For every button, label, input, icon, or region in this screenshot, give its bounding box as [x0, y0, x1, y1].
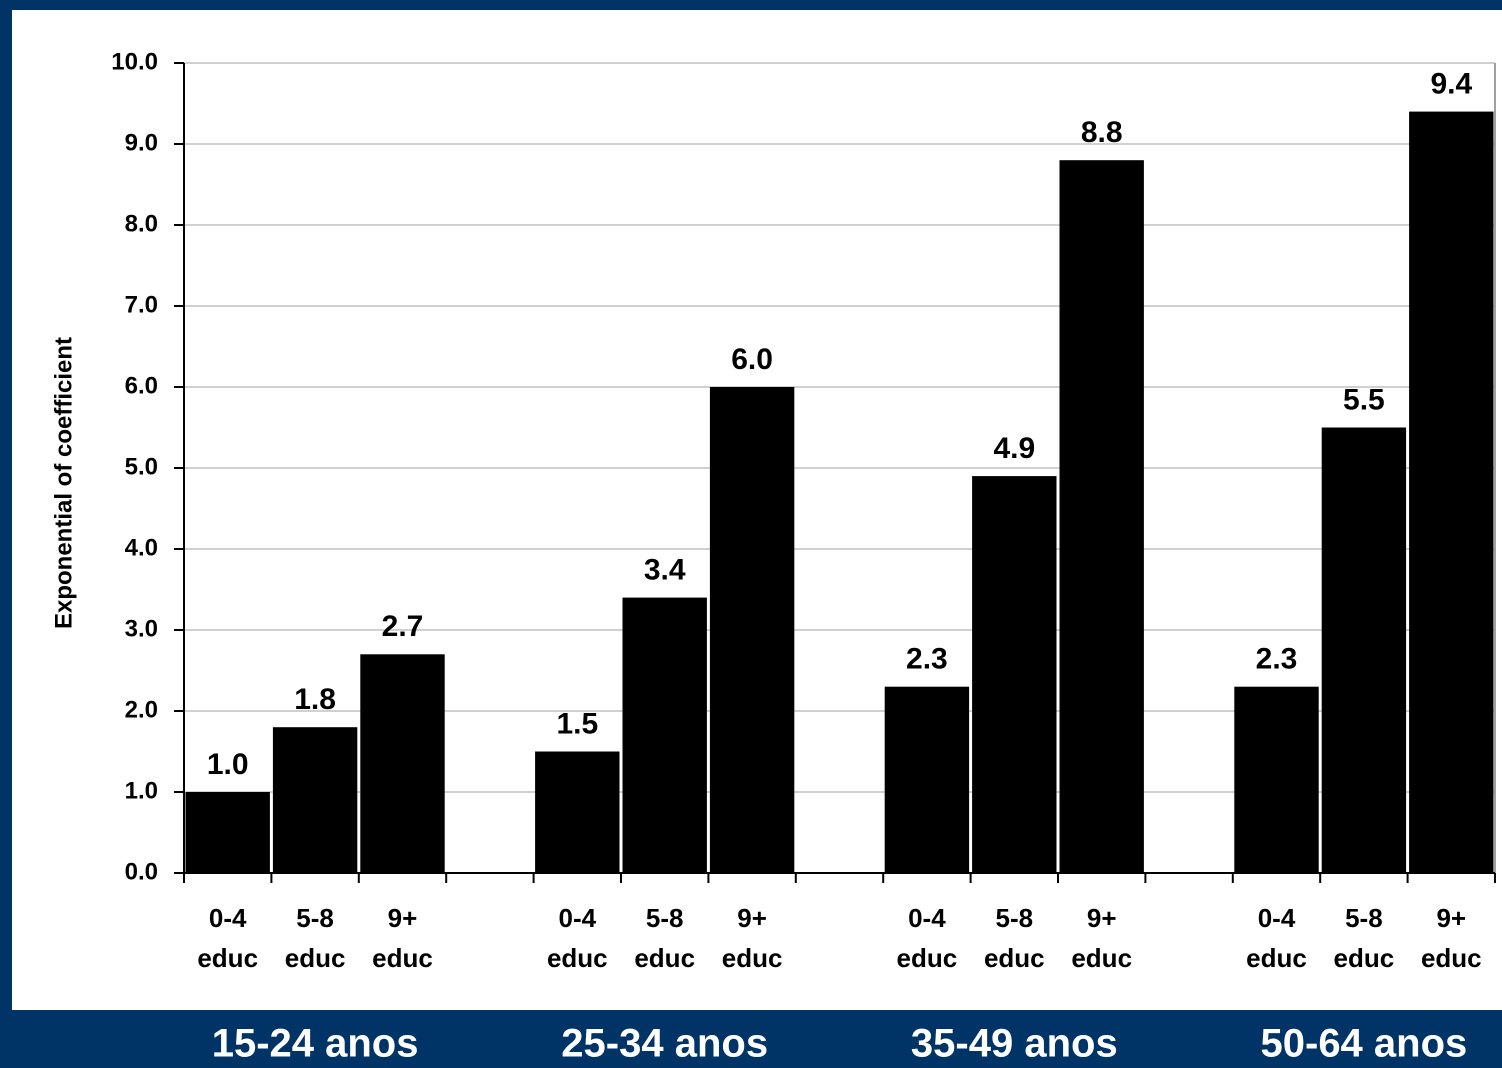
y-tick-label: 9.0	[125, 129, 158, 156]
group-label: 35-49 anos	[911, 1022, 1118, 1066]
data-label: 4.9	[993, 432, 1035, 465]
group-label: 15-24 anos	[212, 1022, 419, 1066]
bar	[185, 792, 270, 873]
data-label: 1.0	[207, 748, 249, 781]
x-tick-label: 0-4 educ	[896, 903, 958, 973]
data-label: 2.3	[1256, 643, 1298, 676]
bar	[622, 597, 707, 873]
bar	[1321, 427, 1407, 873]
x-tick-label: 5-8 educ	[634, 903, 696, 973]
y-tick-label: 1.0	[125, 777, 158, 804]
y-axis-title: Exponential of coefficient	[50, 337, 77, 629]
bar	[272, 727, 358, 873]
bar	[1059, 160, 1144, 873]
data-label: 8.8	[1081, 116, 1123, 149]
data-label: 3.4	[644, 554, 686, 587]
data-label: 2.7	[382, 610, 424, 643]
data-label: 9.4	[1430, 68, 1472, 101]
y-tick-label: 2.0	[125, 696, 158, 723]
x-tick-label: 0-4 educ	[546, 903, 608, 973]
y-tick-label: 7.0	[125, 291, 158, 318]
bar	[535, 751, 620, 873]
y-tick-label: 6.0	[125, 372, 158, 399]
bar	[360, 654, 445, 873]
x-tick-label: 5-8 educ	[1333, 903, 1395, 973]
bar	[1409, 111, 1494, 874]
x-tick-label: 9+ educ	[721, 903, 783, 973]
data-label: 2.3	[906, 643, 948, 676]
data-label: 1.8	[294, 683, 336, 716]
x-tick-label: 9+ educ	[1420, 903, 1482, 973]
bar	[709, 387, 795, 873]
x-tick-label: 0-4 educ	[1246, 903, 1307, 973]
y-tick-label: 8.0	[125, 210, 158, 237]
y-tick-label: 5.0	[125, 453, 158, 480]
group-label: 25-34 anos	[561, 1022, 768, 1066]
bar	[884, 686, 970, 873]
data-label: 6.0	[731, 343, 773, 376]
y-tick-label: 3.0	[125, 615, 158, 642]
x-tick-label: 0-4 educ	[197, 903, 259, 973]
y-tick-label: 10.0	[111, 48, 158, 75]
x-tick-label: 5-8 educ	[983, 903, 1045, 973]
bar	[972, 476, 1057, 873]
y-tick-label: 4.0	[125, 534, 158, 561]
x-tick-label: 9+ educ	[372, 903, 433, 973]
data-label: 5.5	[1343, 383, 1385, 416]
data-label: 1.5	[556, 707, 598, 740]
bar	[1234, 686, 1319, 873]
x-tick-label: 5-8 educ	[284, 903, 346, 973]
x-tick-label: 9+ educ	[1071, 903, 1133, 973]
y-tick-label: 0.0	[125, 858, 158, 885]
group-label: 50-64 anos	[1261, 1022, 1468, 1066]
